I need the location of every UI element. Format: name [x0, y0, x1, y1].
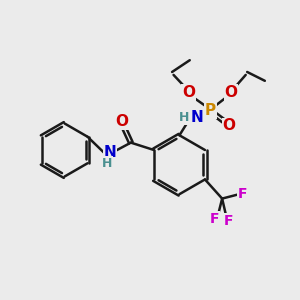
Text: O: O [182, 85, 195, 100]
Text: N: N [104, 145, 117, 160]
Text: O: O [224, 85, 238, 100]
Text: O: O [222, 118, 236, 134]
Text: F: F [238, 187, 247, 201]
Text: H: H [102, 157, 112, 170]
Text: P: P [205, 103, 216, 118]
Text: F: F [210, 212, 220, 226]
Text: F: F [223, 214, 233, 228]
Text: N: N [191, 110, 203, 125]
Text: O: O [116, 114, 128, 129]
Text: H: H [179, 111, 190, 124]
